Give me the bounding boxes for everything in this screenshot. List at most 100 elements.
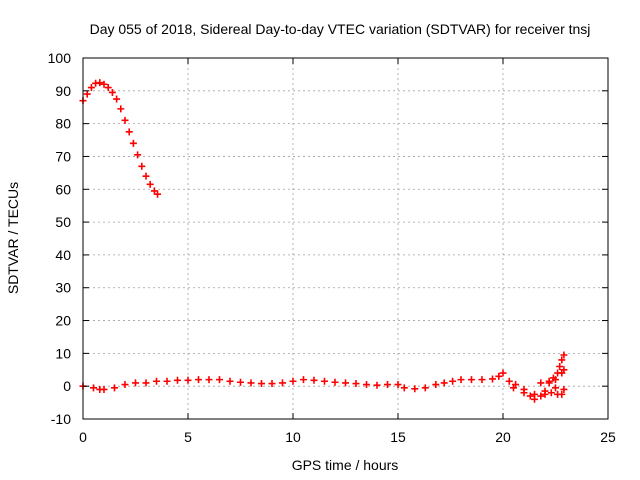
data-point-arc-1 xyxy=(125,128,133,136)
data-point-low-band xyxy=(394,381,402,389)
data-point-low-band xyxy=(279,379,286,387)
data-point-low-band xyxy=(510,384,517,392)
data-point-low-band xyxy=(440,379,448,387)
data-point-low-band xyxy=(541,387,549,395)
data-point-low-band xyxy=(449,377,457,385)
data-point-arc-1 xyxy=(100,80,108,88)
y-tick-label: 20 xyxy=(55,313,71,329)
data-point-low-band xyxy=(411,385,419,393)
data-point-arc-1 xyxy=(150,187,158,195)
data-point-low-band xyxy=(520,389,528,397)
chart-title: Day 055 of 2018, Sidereal Day-to-day VTE… xyxy=(90,21,591,37)
y-tick-label: 50 xyxy=(55,214,71,230)
data-point-low-band xyxy=(373,381,381,389)
data-point-arc-1 xyxy=(142,172,150,180)
data-point-low-band xyxy=(342,379,349,387)
y-tick-label: 70 xyxy=(55,148,71,164)
y-tick-label: 10 xyxy=(55,345,71,361)
data-point-low-band xyxy=(560,385,568,393)
x-tick-label: 10 xyxy=(285,429,301,445)
data-point-low-band xyxy=(310,376,318,384)
x-tick-label: 15 xyxy=(390,429,406,445)
data-point-low-band xyxy=(545,377,553,385)
data-point-low-band xyxy=(247,379,255,387)
data-point-low-band xyxy=(499,369,507,377)
data-point-low-band xyxy=(321,377,328,385)
data-point-low-band xyxy=(205,376,213,384)
y-tick-label: -10 xyxy=(51,411,71,427)
data-point-low-band xyxy=(556,362,564,370)
data-point-arc-1 xyxy=(83,90,91,98)
data-point-low-band xyxy=(132,379,139,387)
data-point-low-band xyxy=(331,378,339,386)
data-point-low-band xyxy=(526,392,534,400)
data-point-low-band xyxy=(505,377,513,385)
data-point-low-band xyxy=(558,390,566,398)
data-point-low-band xyxy=(142,379,150,387)
data-point-low-band xyxy=(531,390,538,398)
data-point-low-band xyxy=(300,376,307,384)
data-point-low-band xyxy=(111,384,118,392)
data-point-low-band xyxy=(489,375,496,383)
data-point-low-band xyxy=(268,380,276,388)
y-tick-label: 40 xyxy=(55,247,71,263)
data-point-arc-1 xyxy=(121,116,129,124)
data-point-low-band xyxy=(363,381,370,389)
data-point-low-band xyxy=(226,377,234,385)
data-point-low-band xyxy=(289,377,297,385)
data-point-low-band xyxy=(90,384,97,392)
data-points xyxy=(79,79,568,403)
data-point-low-band xyxy=(121,381,129,389)
y-axis-label: SDTVAR / TECUs xyxy=(5,182,21,294)
data-point-low-band xyxy=(552,376,559,384)
data-point-low-band xyxy=(163,377,171,385)
data-point-low-band xyxy=(457,376,465,384)
y-tick-label: 60 xyxy=(55,181,71,197)
data-point-low-band xyxy=(237,378,244,386)
data-point-arc-1 xyxy=(113,95,121,103)
x-tick-label: 0 xyxy=(79,429,87,445)
data-point-low-band xyxy=(400,384,408,392)
data-point-low-band xyxy=(384,381,391,389)
data-point-low-band xyxy=(537,379,545,387)
x-tick-label: 20 xyxy=(495,429,511,445)
x-tick-label: 25 xyxy=(600,429,616,445)
data-point-low-band xyxy=(184,376,192,384)
data-point-arc-1 xyxy=(138,162,146,170)
y-tick-label: 80 xyxy=(55,116,71,132)
data-point-low-band xyxy=(216,376,223,384)
data-point-arc-1 xyxy=(146,180,154,188)
y-tick-label: 90 xyxy=(55,83,71,99)
data-point-low-band xyxy=(478,376,486,384)
data-point-low-band xyxy=(560,366,568,374)
data-point-low-band xyxy=(468,376,475,384)
data-point-arc-1 xyxy=(96,79,104,87)
y-tick-label: 0 xyxy=(63,378,71,394)
data-point-low-band xyxy=(195,376,202,384)
data-point-low-band xyxy=(352,380,360,388)
data-point-arc-1 xyxy=(117,105,125,113)
data-point-arc-1 xyxy=(129,139,137,147)
data-point-low-band xyxy=(495,372,503,380)
data-point-low-band xyxy=(560,351,568,359)
x-axis-label: GPS time / hours xyxy=(292,457,399,473)
data-point-low-band xyxy=(558,356,566,364)
plot-frame xyxy=(82,57,609,420)
data-point-low-band xyxy=(537,392,545,400)
data-point-arc-1 xyxy=(134,151,142,159)
data-point-low-band xyxy=(547,389,555,397)
data-point-low-band xyxy=(421,384,429,392)
data-point-arc-1 xyxy=(87,84,95,92)
axis-ticks xyxy=(82,57,609,420)
data-point-low-band xyxy=(153,377,160,385)
grid-lines xyxy=(83,58,608,419)
data-point-low-band xyxy=(258,380,265,388)
y-tick-label: 30 xyxy=(55,280,71,296)
tick-labels: -10 0 10 20 30 40 50 60 70 80 90 100 0 5 10 15 20 25 xyxy=(48,50,616,445)
data-point-arc-1 xyxy=(104,84,112,92)
x-tick-label: 5 xyxy=(184,429,192,445)
data-point-arc-1 xyxy=(108,88,116,96)
data-point-low-band xyxy=(174,376,181,384)
data-point-low-band xyxy=(100,385,108,393)
